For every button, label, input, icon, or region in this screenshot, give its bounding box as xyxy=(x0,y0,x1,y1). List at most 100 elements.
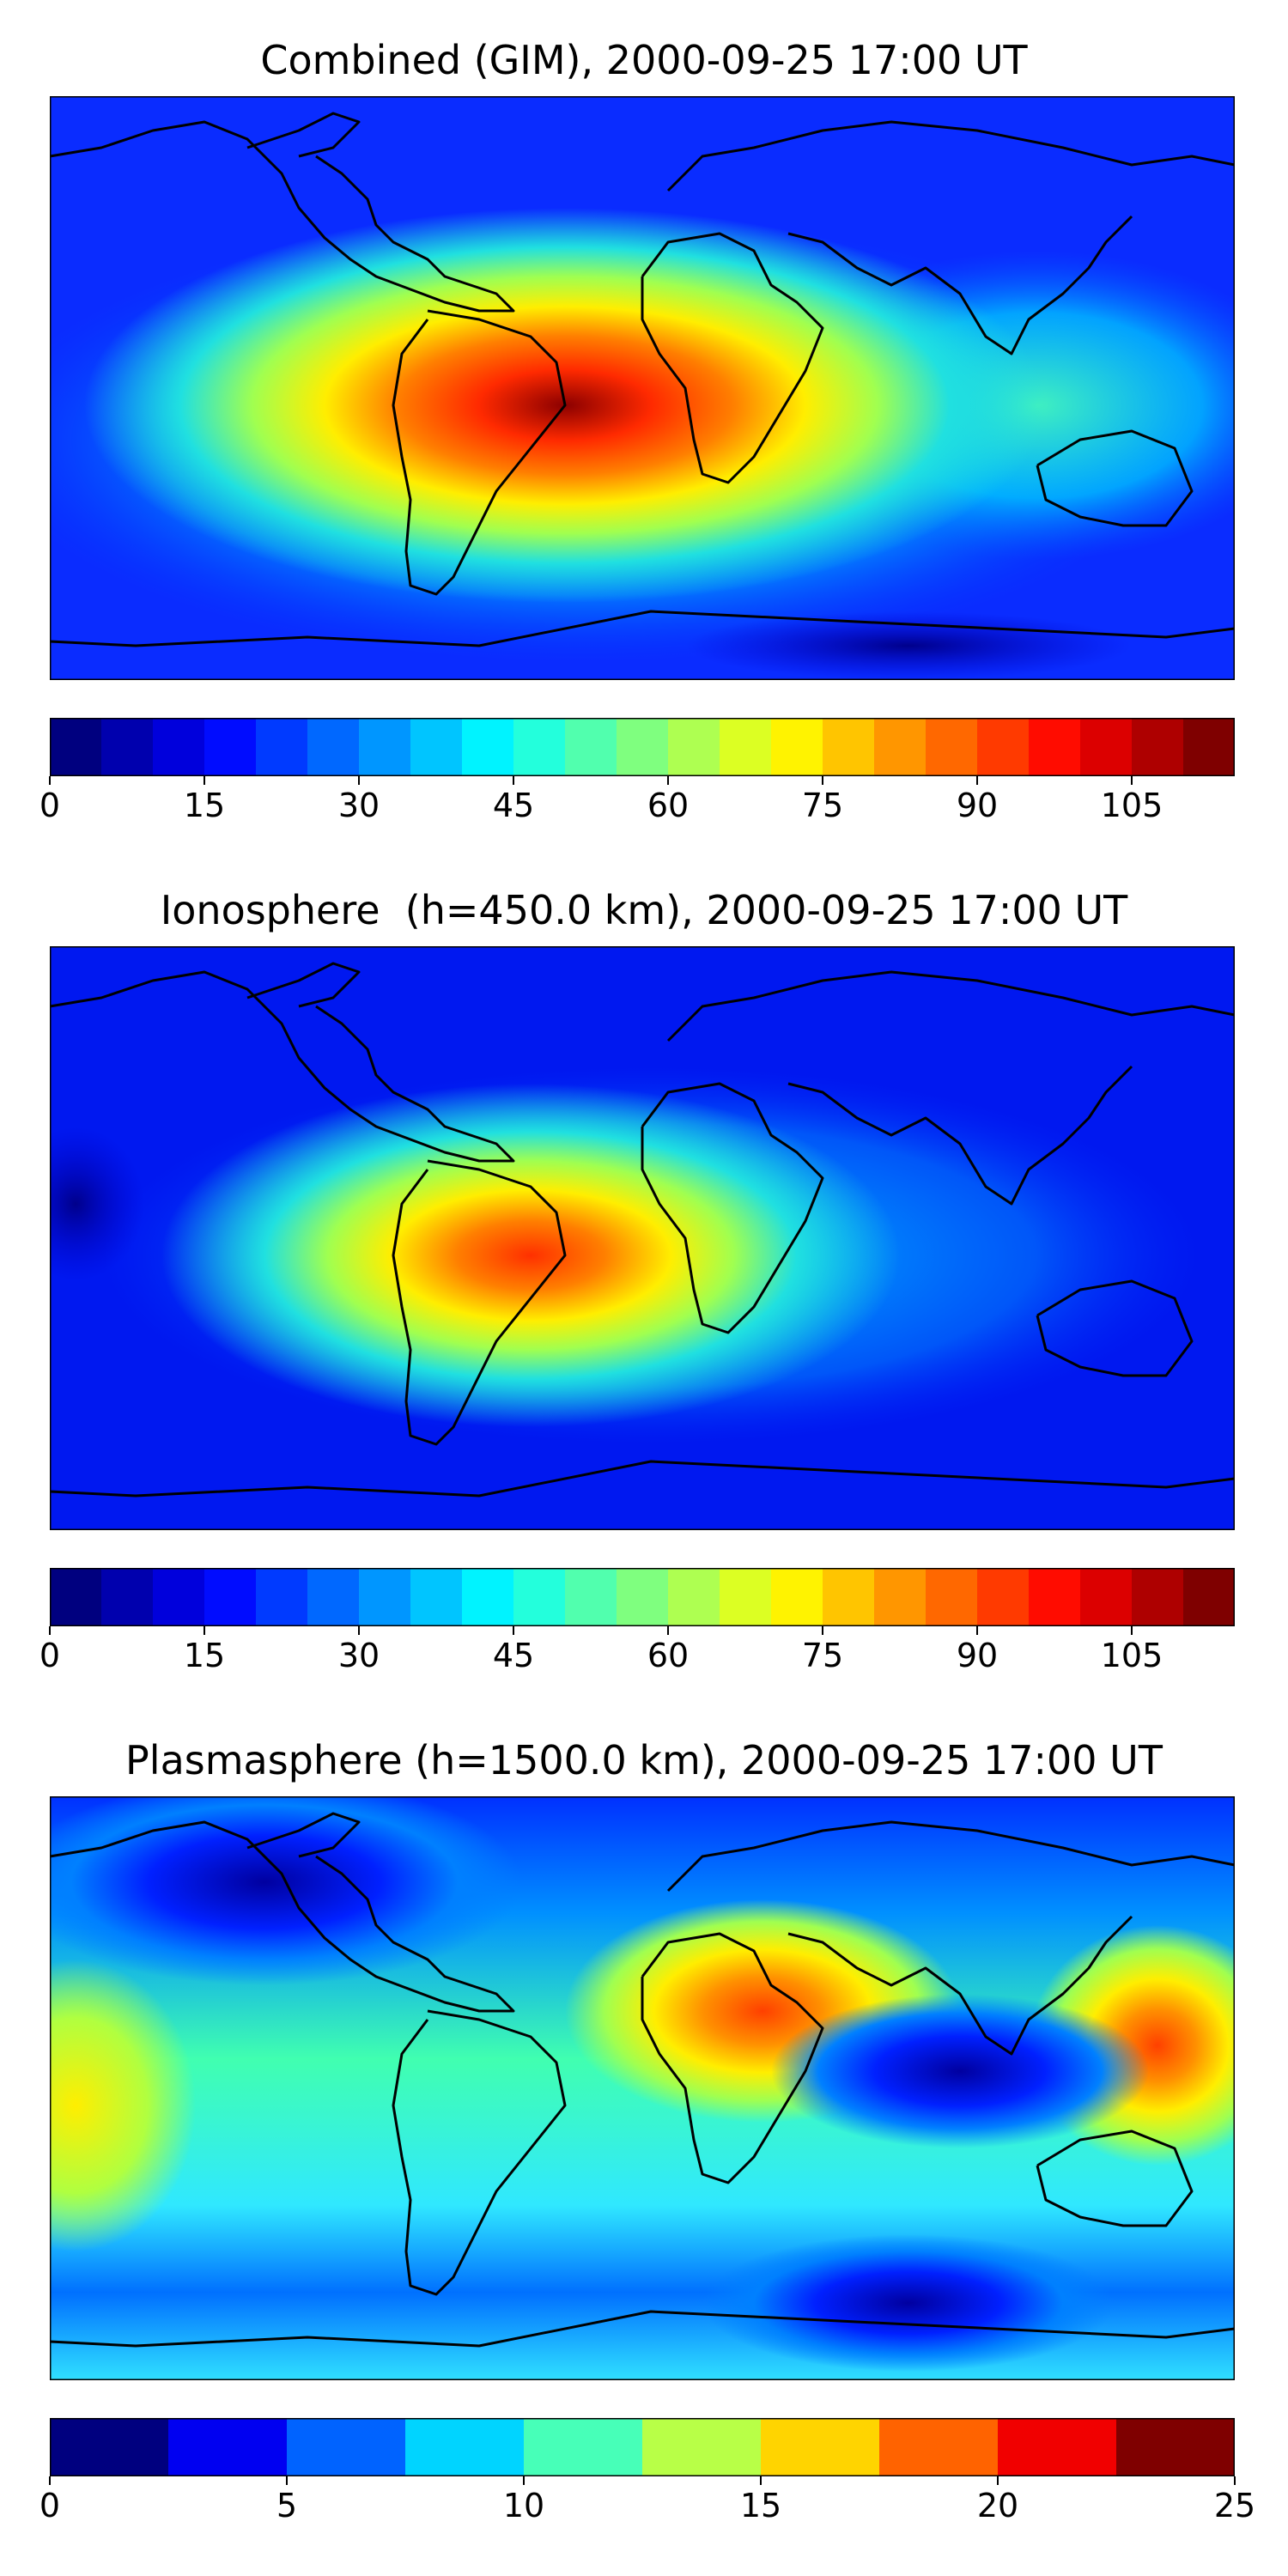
colorbar-swatch xyxy=(642,2418,762,2476)
colorbar-swatch xyxy=(462,718,514,776)
panel1-tec-low xyxy=(685,611,1132,680)
colorbar-tick-label: 90 xyxy=(956,1637,999,1674)
colorbar-swatch xyxy=(359,1568,411,1626)
colorbar-swatch xyxy=(1116,2418,1235,2476)
colorbar-swatch xyxy=(101,718,154,776)
colorbar-swatch xyxy=(977,718,1030,776)
colorbar-tick-mark xyxy=(1131,1626,1133,1635)
panel2-tec-anomaly xyxy=(161,1084,900,1427)
colorbar-swatch xyxy=(771,718,823,776)
colorbar-swatch xyxy=(565,718,617,776)
panel2-coastlines xyxy=(50,962,1235,1498)
colorbar-tick-label: 60 xyxy=(647,787,690,824)
colorbar-swatch xyxy=(1029,718,1081,776)
colorbar-swatch xyxy=(1029,1568,1081,1626)
colorbar-swatch xyxy=(874,1568,927,1626)
colorbar-tick-mark xyxy=(523,2476,525,2485)
colorbar-swatch xyxy=(926,718,978,776)
panel3-low-india xyxy=(771,1994,1149,2148)
colorbar-swatch xyxy=(668,718,720,776)
panel3-low-south xyxy=(702,2234,1115,2372)
colorbar-tick-mark xyxy=(204,776,205,785)
colorbar-tick-mark xyxy=(49,2476,51,2485)
colorbar-swatch xyxy=(1080,718,1133,776)
colorbar-swatch xyxy=(771,1568,823,1626)
colorbar-swatch xyxy=(1132,1568,1184,1626)
colorbar-swatch xyxy=(204,1568,257,1626)
colorbar-tick-label: 45 xyxy=(492,787,535,824)
colorbar-tick-mark xyxy=(49,1626,51,1635)
colorbar-swatch xyxy=(761,2418,880,2476)
panel2-colorbar xyxy=(50,1568,1235,1626)
panel3-colorbar xyxy=(50,2418,1235,2476)
colorbar-swatch xyxy=(513,718,566,776)
colorbar-tick-label: 15 xyxy=(183,787,226,824)
colorbar-tick-mark xyxy=(760,2476,762,2485)
colorbar-swatch xyxy=(1183,1568,1235,1626)
colorbar-swatch xyxy=(823,718,875,776)
colorbar-tick-mark xyxy=(358,776,360,785)
colorbar-swatch xyxy=(462,1568,514,1626)
colorbar-tick-mark xyxy=(1131,776,1133,785)
colorbar-swatch xyxy=(168,2418,288,2476)
colorbar-swatch xyxy=(926,1568,978,1626)
colorbar-swatch xyxy=(307,1568,360,1626)
colorbar-tick-label: 15 xyxy=(739,2487,782,2524)
colorbar-swatch xyxy=(874,718,927,776)
colorbar-tick-mark xyxy=(204,1626,205,1635)
colorbar-swatch xyxy=(359,718,411,776)
colorbar-swatch xyxy=(513,1568,566,1626)
colorbar-tick-label: 75 xyxy=(801,1637,844,1674)
colorbar-tick-label: 20 xyxy=(976,2487,1019,2524)
colorbar-tick-label: 105 xyxy=(1100,1637,1163,1674)
panel3-colorbar-ticks: 0 5 10 15 20 25 xyxy=(39,2476,1255,2524)
panel1-title: Combined (GIM), 2000-09-25 17:00 UT xyxy=(260,37,1028,83)
colorbar-swatch xyxy=(617,718,669,776)
colorbar-tick-label: 10 xyxy=(502,2487,545,2524)
colorbar-tick-mark xyxy=(997,2476,999,2485)
panel3-coastlines xyxy=(50,1812,1235,2348)
colorbar-tick-label: 45 xyxy=(492,1637,535,1674)
panel1-map xyxy=(50,96,1235,680)
colorbar-swatch xyxy=(153,1568,205,1626)
colorbar-swatch xyxy=(410,1568,463,1626)
panel2-map xyxy=(50,946,1235,1530)
colorbar-tick-mark xyxy=(667,776,669,785)
colorbar-swatch xyxy=(410,718,463,776)
panel2-colorbar-ticks: 0 15 30 45 60 75 90 105 xyxy=(39,1626,1235,1674)
colorbar-tick-label: 0 xyxy=(39,1637,61,1674)
colorbar-tick-label: 30 xyxy=(337,787,380,824)
colorbar-swatch xyxy=(998,2418,1117,2476)
colorbar-swatch xyxy=(204,718,257,776)
colorbar-tick-mark xyxy=(822,1626,823,1635)
colorbar-tick-mark xyxy=(286,2476,288,2485)
colorbar-tick-label: 75 xyxy=(801,787,844,824)
panel1-colorbar-ticks: 0 15 30 45 60 75 90 105 xyxy=(39,776,1235,824)
panel2-tec-low xyxy=(50,1127,144,1281)
colorbar-swatch xyxy=(720,718,772,776)
colorbar-swatch xyxy=(977,1568,1030,1626)
colorbar-tick-label: 30 xyxy=(337,1637,380,1674)
panel2-title: Ionosphere (h=450.0 km), 2000-09-25 17:0… xyxy=(160,887,1128,933)
colorbar-tick-mark xyxy=(976,1626,978,1635)
colorbar-swatch xyxy=(50,718,102,776)
colorbar-swatch xyxy=(307,718,360,776)
colorbar-swatch xyxy=(668,1568,720,1626)
colorbar-swatch xyxy=(405,2418,525,2476)
colorbar-swatch xyxy=(256,1568,308,1626)
colorbar-tick-label: 0 xyxy=(39,787,61,824)
colorbar-tick-label: 0 xyxy=(39,2487,61,2524)
colorbar-tick-mark xyxy=(822,776,823,785)
colorbar-tick-label: 105 xyxy=(1100,787,1163,824)
colorbar-tick-mark xyxy=(513,776,514,785)
colorbar-tick-mark xyxy=(358,1626,360,1635)
colorbar-swatch xyxy=(617,1568,669,1626)
panel3-high-west xyxy=(50,1959,196,2251)
colorbar-tick-mark xyxy=(667,1626,669,1635)
colorbar-swatch xyxy=(50,1568,102,1626)
colorbar-tick-mark xyxy=(976,776,978,785)
colorbar-swatch xyxy=(153,718,205,776)
colorbar-tick-label: 5 xyxy=(276,2487,298,2524)
colorbar-tick-mark xyxy=(1234,2476,1236,2485)
panel1-colorbar xyxy=(50,718,1235,776)
